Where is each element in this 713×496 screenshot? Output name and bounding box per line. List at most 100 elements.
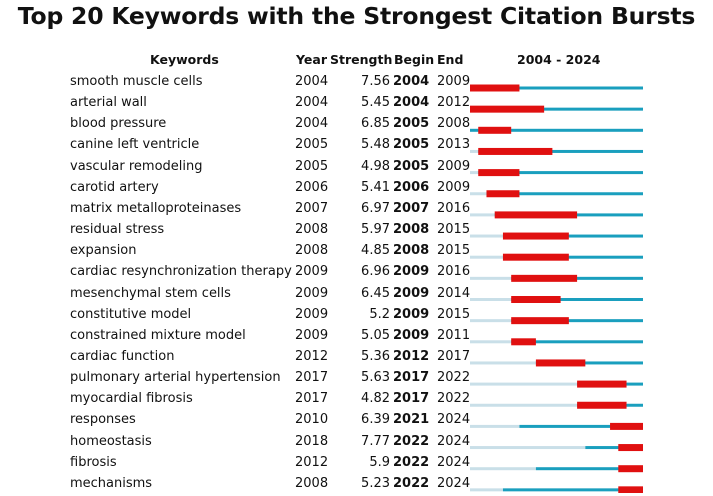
active-segment	[478, 171, 643, 175]
year-value: 2009	[295, 285, 329, 301]
table-row: mesenchymal stem cells 2009 6.45 2009 2014	[0, 285, 713, 306]
active-segment	[470, 107, 643, 111]
begin-value: 2008	[393, 243, 430, 259]
year-value: 2005	[295, 158, 329, 174]
year-value: 2009	[295, 264, 329, 280]
keyword-label: constrained mixture model	[70, 327, 246, 343]
header-begin: Begin	[394, 52, 435, 67]
burst-segment	[478, 169, 520, 177]
pre-year-segment	[470, 276, 512, 280]
begin-value: 2008	[393, 222, 430, 238]
table-row: responses 2010 6.39 2021 2024	[0, 411, 713, 432]
keyword-label: cardiac resynchronization therapy	[70, 264, 292, 280]
burst-segment	[577, 401, 627, 409]
burst-segment	[511, 338, 536, 346]
table-row: mechanisms 2008 5.23 2022 2024	[0, 475, 713, 496]
end-value: 2024	[437, 475, 471, 491]
end-value: 2022	[437, 370, 471, 386]
burst-segment	[618, 486, 643, 493]
strength-value: 6.39	[361, 412, 390, 428]
end-value: 2013	[437, 137, 471, 153]
end-value: 2016	[437, 200, 471, 216]
keyword-label: expansion	[70, 243, 137, 259]
burst-segment	[618, 444, 643, 452]
keyword-label: matrix metalloproteinases	[70, 200, 242, 216]
active-segment	[519, 424, 643, 428]
burst-segment	[577, 380, 627, 388]
begin-value: 2005	[393, 158, 430, 174]
pre-year-segment	[470, 488, 503, 492]
active-segment	[478, 149, 643, 153]
active-segment	[511, 319, 643, 323]
active-segment	[535, 361, 643, 365]
burst-segment	[535, 359, 586, 367]
strength-value: 5.2	[369, 306, 390, 322]
year-value: 2004	[295, 95, 329, 111]
pre-year-segment	[470, 467, 536, 471]
strength-value: 6.97	[361, 200, 390, 216]
keyword-label: mesenchymal stem cells	[70, 285, 231, 301]
table-row: residual stress 2008 5.97 2008 2015	[0, 221, 713, 242]
strength-value: 7.77	[361, 433, 390, 449]
begin-value: 2012	[393, 348, 430, 364]
pre-year-segment	[470, 340, 512, 344]
pre-year-segment	[470, 298, 512, 301]
begin-value: 2017	[393, 391, 430, 407]
pre-year-segment	[470, 192, 487, 196]
keyword-label: residual stress	[70, 222, 165, 238]
burst-segment	[470, 84, 520, 92]
burst-segment	[610, 422, 643, 430]
table-row: canine left ventricle 2005 5.48 2005 2013	[0, 136, 713, 157]
begin-value: 2009	[393, 285, 430, 301]
burst-segment	[478, 126, 512, 134]
table-row: blood pressure 2004 6.85 2005 2008	[0, 115, 713, 136]
table-row: cardiac function 2012 5.36 2012 2017	[0, 348, 713, 369]
year-value: 2017	[295, 391, 329, 407]
table-row: expansion 2008 4.85 2008 2015	[0, 242, 713, 263]
table-row: myocardial fibrosis 2017 4.82 2017 2022	[0, 390, 713, 411]
keyword-label: fibrosis	[70, 454, 117, 470]
end-value: 2014	[437, 285, 471, 301]
begin-value: 2021	[393, 412, 430, 428]
table-row: cardiac resynchronization therapy 2009 6.9…	[0, 263, 713, 284]
end-value: 2016	[437, 264, 471, 280]
active-segment	[511, 276, 643, 280]
keyword-label: arterial wall	[70, 95, 147, 111]
end-value: 2009	[437, 74, 471, 89]
year-value: 2004	[295, 116, 329, 132]
keyword-label: smooth muscle cells	[70, 74, 203, 89]
table-row: homeostasis 2018 7.77 2022 2024	[0, 433, 713, 454]
burst-segment	[511, 274, 578, 282]
end-value: 2024	[437, 433, 471, 449]
active-segment	[486, 192, 643, 196]
strength-value: 5.45	[361, 95, 390, 111]
burst-segment	[486, 190, 520, 198]
begin-value: 2009	[393, 306, 430, 322]
pre-year-segment	[470, 361, 536, 365]
table-row: arterial wall 2004 5.45 2004 2012	[0, 94, 713, 115]
burst-segment	[502, 253, 569, 261]
begin-value: 2022	[393, 475, 430, 491]
year-value: 2007	[295, 200, 329, 216]
strength-value: 5.05	[361, 327, 390, 343]
active-segment	[470, 128, 643, 132]
active-segment	[585, 446, 643, 450]
keyword-label: pulmonary arterial hypertension	[70, 370, 281, 386]
end-value: 2009	[437, 179, 471, 195]
active-segment	[535, 467, 643, 471]
begin-value: 2006	[393, 179, 430, 195]
year-value: 2008	[295, 475, 329, 491]
pre-year-segment	[470, 382, 578, 386]
year-value: 2008	[295, 243, 329, 259]
end-value: 2024	[437, 412, 471, 428]
table-row: pulmonary arterial hypertension 2017 5.63 2…	[0, 369, 713, 390]
active-segment	[470, 86, 643, 90]
strength-value: 5.63	[361, 370, 390, 386]
table-row: carotid artery 2006 5.41 2006 2009	[0, 179, 713, 200]
chart-title: Top 20 Keywords with the Strongest Citat…	[17, 2, 696, 30]
begin-value: 2022	[393, 454, 430, 470]
keyword-label: cardiac function	[70, 348, 175, 364]
begin-value: 2004	[393, 74, 430, 89]
begin-value: 2009	[393, 264, 430, 280]
year-value: 2010	[295, 412, 329, 428]
